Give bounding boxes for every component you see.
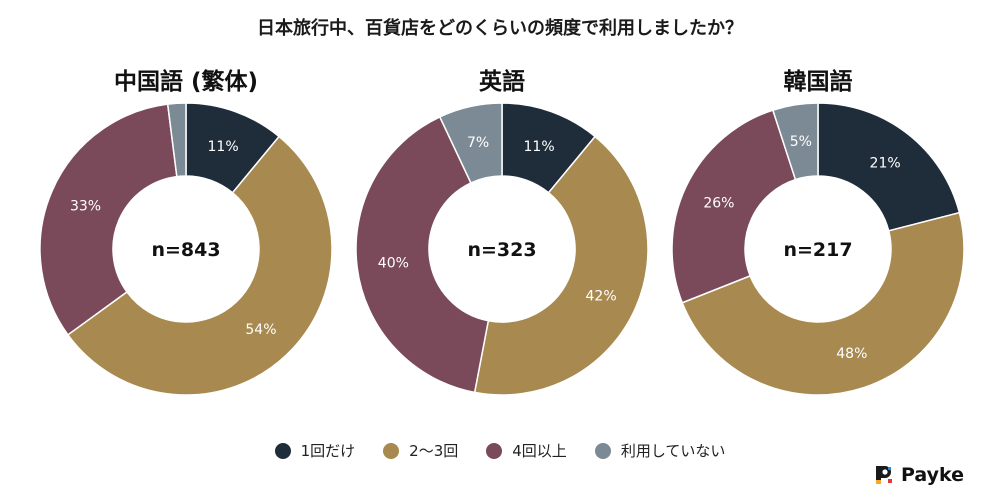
legend-swatch-2-3-times bbox=[383, 442, 400, 459]
slice-korean-once bbox=[817, 102, 961, 232]
legend-item-once: 1回だけ bbox=[274, 440, 356, 461]
sample-size-chinese: n=843 bbox=[151, 239, 220, 261]
legend-swatch-not-used bbox=[594, 442, 611, 459]
brand-name: Payke bbox=[900, 464, 964, 486]
legend-swatch-once bbox=[274, 442, 291, 459]
donut-title-english: 英語 bbox=[479, 69, 525, 95]
slice-label-english-not-used: 7% bbox=[467, 135, 489, 151]
slice-label-korean-once: 21% bbox=[870, 155, 901, 171]
donut-title-korean: 韓国語 bbox=[783, 69, 853, 95]
legend: 1回だけ 2〜3回 4回以上 利用していない bbox=[0, 440, 1000, 461]
slice-chinese-2-3-times bbox=[66, 135, 333, 396]
slice-label-english-once: 11% bbox=[524, 139, 555, 155]
legend-label-not-used: 利用していない bbox=[620, 442, 726, 460]
slice-english-4-plus bbox=[355, 115, 490, 394]
slice-chinese-not-used bbox=[166, 102, 187, 178]
sample-size-korean: n=217 bbox=[783, 239, 852, 261]
legend-item-2-3-times: 2〜3回 bbox=[383, 440, 458, 461]
slice-label-chinese-once: 11% bbox=[208, 139, 239, 155]
donut-chart-chinese: 11% 54% 33% n=843 bbox=[39, 102, 333, 396]
legend-label-2-3-times: 2〜3回 bbox=[409, 442, 459, 460]
slice-korean-2-3-times bbox=[681, 211, 965, 396]
slice-korean-4-plus bbox=[671, 109, 797, 304]
sample-size-english: n=323 bbox=[467, 239, 536, 261]
legend-label-4-plus: 4回以上 bbox=[512, 442, 567, 460]
slice-label-chinese-2-3-times: 54% bbox=[245, 322, 276, 338]
slice-chinese-4-plus bbox=[39, 103, 178, 336]
slice-label-english-2-3-times: 42% bbox=[586, 289, 617, 305]
slice-korean-not-used bbox=[771, 102, 819, 181]
slice-label-korean-4-plus: 26% bbox=[703, 195, 734, 211]
slice-english-not-used bbox=[438, 102, 503, 184]
legend-item-4-plus: 4回以上 bbox=[486, 440, 567, 461]
payke-logo-icon bbox=[875, 466, 892, 484]
legend-item-not-used: 利用していない bbox=[594, 440, 726, 461]
donut-title-chinese: 中国語 (繁体) bbox=[113, 69, 259, 95]
slice-label-korean-not-used: 5% bbox=[790, 134, 812, 150]
slice-english-2-3-times bbox=[473, 135, 649, 396]
legend-swatch-4-plus bbox=[486, 442, 503, 459]
slice-label-korean-2-3-times: 48% bbox=[836, 346, 867, 362]
legend-label-once: 1回だけ bbox=[300, 442, 356, 460]
donut-chart-english: 11% 42% 40% 7% n=323 bbox=[355, 102, 649, 396]
donut-chart-korean: 21% 48% 26% 5% n=217 bbox=[671, 102, 965, 396]
slice-label-english-4-plus: 40% bbox=[378, 256, 409, 272]
chart-main-title: 日本旅行中、百貨店をどのくらいの頻度で利用しましたか？ bbox=[257, 18, 743, 39]
slice-label-chinese-4-plus: 33% bbox=[70, 199, 101, 215]
payke-logo: Payke bbox=[873, 464, 964, 486]
